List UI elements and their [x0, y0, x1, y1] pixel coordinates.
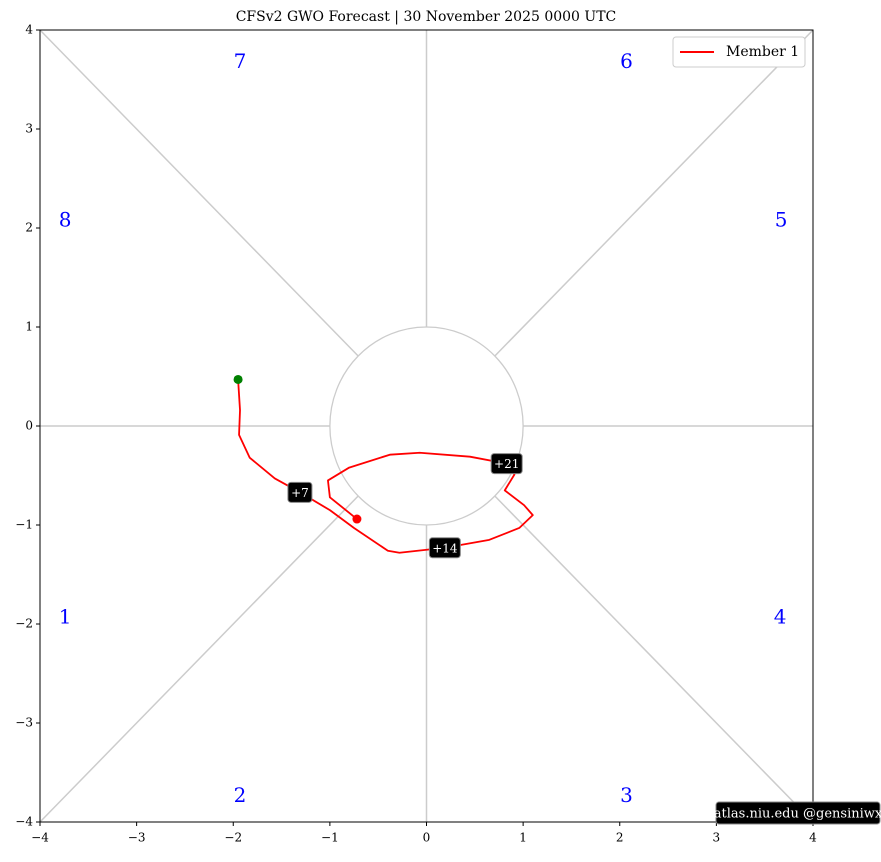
y-tick-label: 3: [25, 122, 33, 136]
phase-label: 2: [234, 783, 247, 807]
x-tick-label: 3: [713, 831, 721, 845]
x-tick-label: −3: [128, 831, 146, 845]
start-point: [233, 374, 243, 384]
annotation-box: [287, 481, 313, 503]
y-tick-label: −2: [15, 617, 33, 631]
x-tick-label: 1: [519, 831, 527, 845]
phase-label: 3: [620, 783, 633, 807]
annotation-box: [490, 453, 523, 475]
annotation-label: +14: [432, 541, 458, 555]
x-tick-label: −1: [321, 831, 339, 845]
phase-label: 5: [775, 208, 788, 232]
phase-label: 7: [234, 49, 247, 73]
legend-box: [672, 36, 806, 68]
x-tick-label: 2: [616, 831, 624, 845]
x-tick-label: −2: [224, 831, 242, 845]
phase-label: 6: [620, 49, 633, 73]
phase-label: 4: [774, 605, 787, 629]
y-tick-label: 1: [25, 320, 33, 334]
watermark: atlas.niu.edu @gensiniwx: [714, 807, 881, 822]
y-tick-label: 2: [25, 221, 33, 235]
x-tick-label: −4: [31, 831, 49, 845]
annotation-label: +21: [494, 457, 519, 471]
watermark-box: [715, 801, 881, 825]
phase-label: 8: [59, 208, 72, 232]
annotation-box: [428, 537, 461, 559]
y-tick-label: 0: [25, 419, 33, 433]
guide-line: [39, 495, 359, 823]
x-tick-label: 4: [809, 831, 817, 845]
inner-circle: [329, 326, 524, 526]
y-tick-label: −4: [15, 815, 33, 829]
guide-line: [39, 29, 359, 357]
day-annotation: +14: [428, 537, 461, 559]
legend-label: Member 1: [726, 44, 799, 60]
day-annotation: +7: [287, 481, 313, 503]
x-tick-label: 0: [423, 831, 431, 845]
y-tick-label: 4: [25, 23, 33, 37]
chart-title: CFSv2 GWO Forecast | 30 November 2025 00…: [236, 9, 617, 25]
phase-label: 1: [59, 605, 72, 629]
y-tick-label: −1: [15, 518, 33, 532]
y-tick-label: −3: [15, 716, 33, 730]
annotation-label: +7: [291, 486, 309, 500]
day-annotation: +21: [490, 453, 523, 475]
guide-line: [494, 29, 814, 357]
end-point: [352, 514, 362, 524]
trajectory-line: [237, 379, 534, 554]
guide-line: [494, 495, 814, 823]
